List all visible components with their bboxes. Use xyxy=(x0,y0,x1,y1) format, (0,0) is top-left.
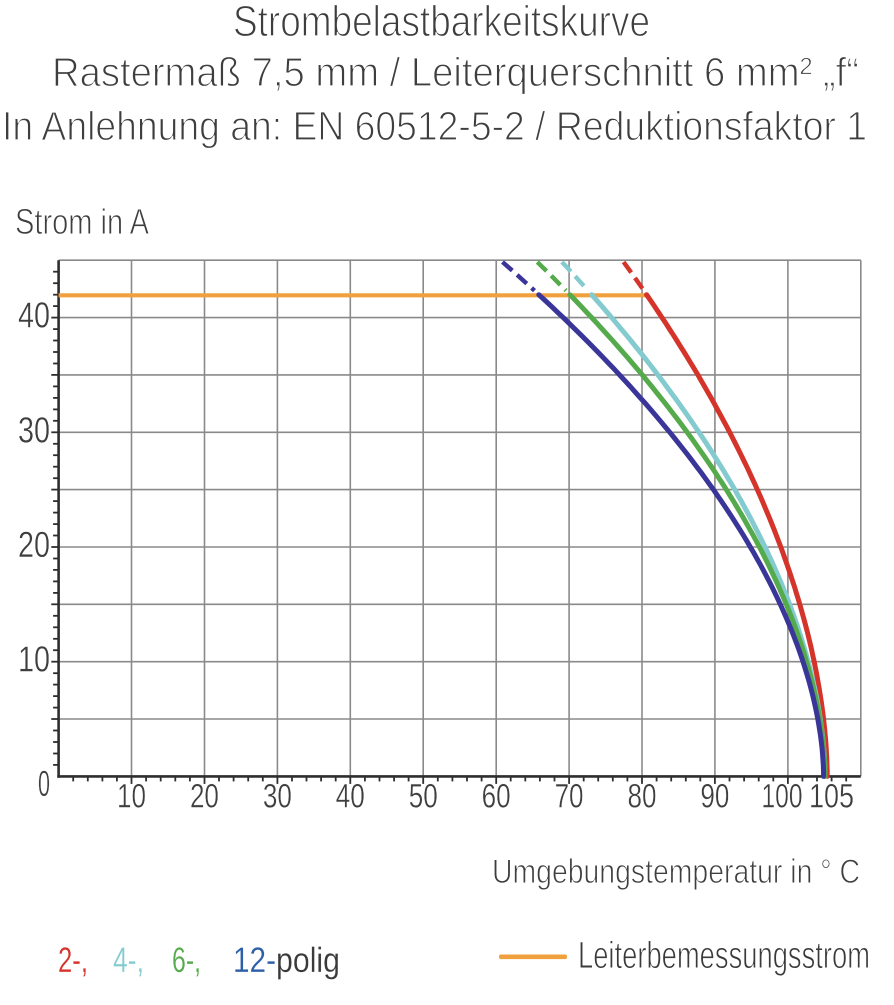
svg-text:Strombelastbarkeitskurve: Strombelastbarkeitskurve xyxy=(233,0,650,46)
svg-text:30: 30 xyxy=(18,409,50,450)
svg-text:Rastermaß 7,5 mm / Leiterquers: Rastermaß 7,5 mm / Leiterquerschnitt 6 m… xyxy=(52,49,859,95)
svg-text:40: 40 xyxy=(336,778,365,816)
svg-text:20: 20 xyxy=(18,524,50,565)
svg-text:Leiterbemessungsstrom: Leiterbemessungsstrom xyxy=(578,935,870,977)
svg-text:Umgebungstemperatur in ° C: Umgebungstemperatur in ° C xyxy=(492,853,860,891)
svg-text:polig: polig xyxy=(276,941,340,980)
svg-text:6-,: 6-, xyxy=(172,941,201,980)
svg-text:60: 60 xyxy=(482,778,511,816)
svg-text:70: 70 xyxy=(555,778,584,816)
svg-text:2-,: 2-, xyxy=(58,941,88,980)
svg-text:Strom in A: Strom in A xyxy=(15,201,149,242)
svg-text:90: 90 xyxy=(700,778,729,816)
svg-text:50: 50 xyxy=(409,778,438,816)
svg-text:80: 80 xyxy=(628,778,657,816)
svg-text:30: 30 xyxy=(263,778,292,816)
svg-text:20: 20 xyxy=(190,778,219,816)
svg-text:40: 40 xyxy=(18,295,50,336)
svg-text:100: 100 xyxy=(762,778,803,816)
svg-text:4-,: 4-, xyxy=(113,941,144,980)
svg-text:105: 105 xyxy=(809,778,854,816)
svg-text:10: 10 xyxy=(117,778,146,816)
svg-text:12-: 12- xyxy=(233,941,276,980)
svg-text:0: 0 xyxy=(38,763,50,804)
svg-text:10: 10 xyxy=(18,639,50,680)
svg-text:In Anlehnung an: EN 60512-5-2: In Anlehnung an: EN 60512-5-2 / Reduktio… xyxy=(2,103,867,149)
